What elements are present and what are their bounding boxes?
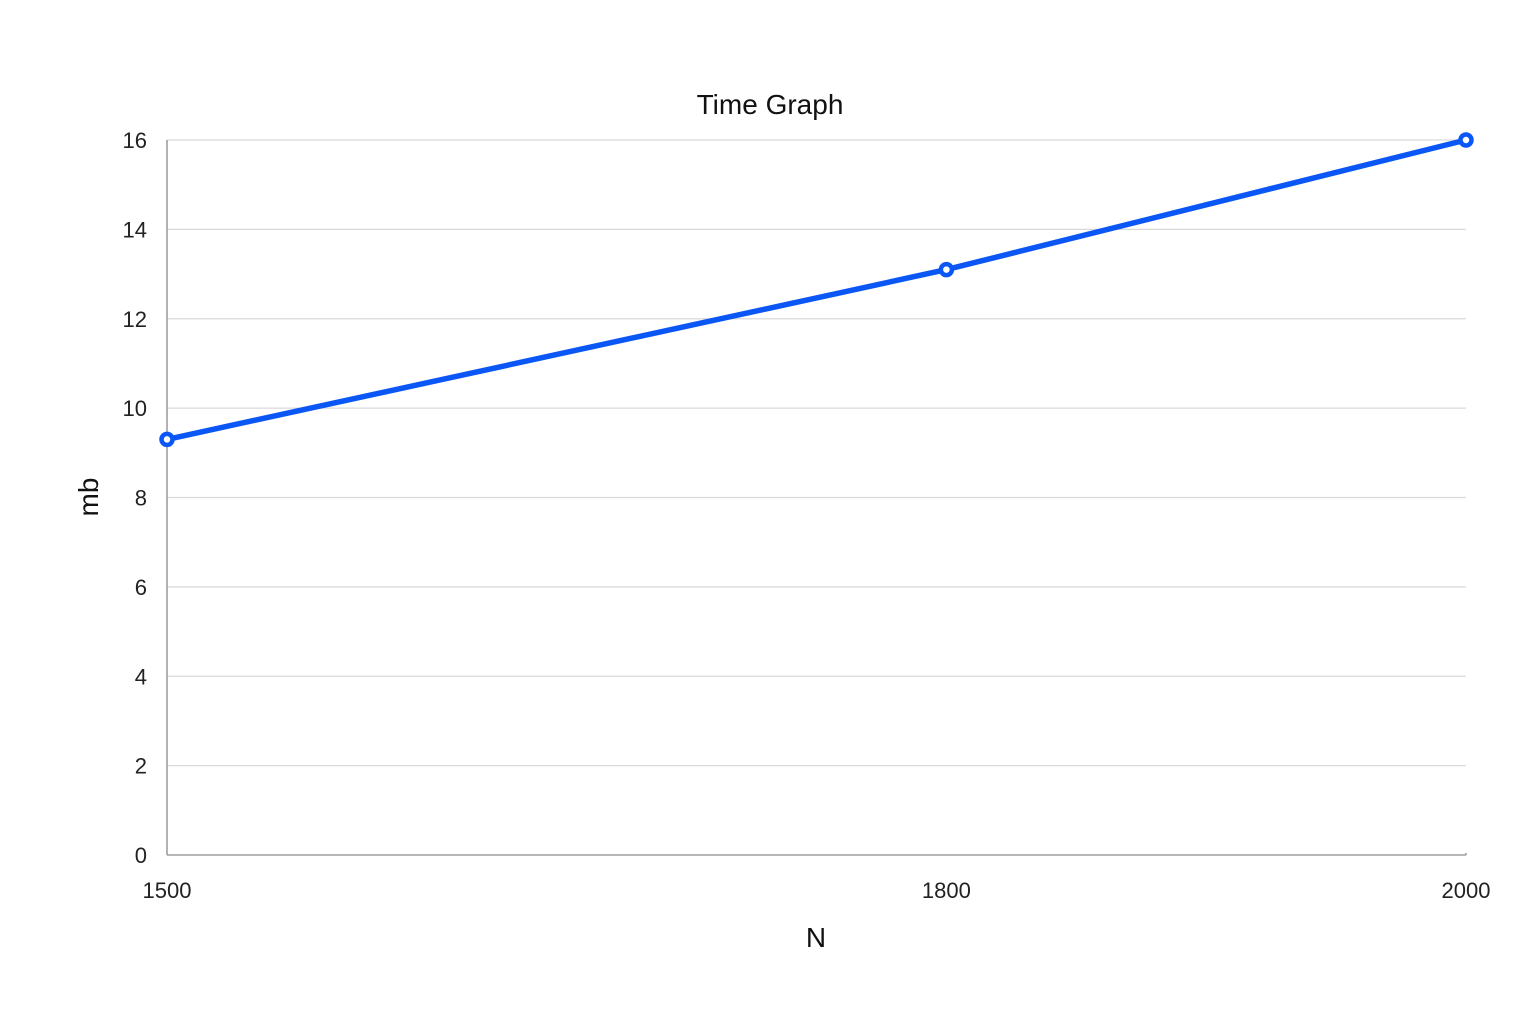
tick-labels: 0 2 4 6 8 10 12 14 16 1500 1800 2000 xyxy=(123,128,1491,903)
x-tick-label: 1500 xyxy=(143,878,192,903)
y-tick-label: 10 xyxy=(123,396,147,421)
series-line xyxy=(164,137,1469,443)
y-tick-label: 14 xyxy=(123,217,147,242)
data-point xyxy=(1458,132,1474,148)
y-tick-label: 16 xyxy=(123,128,147,153)
y-tick-label: 2 xyxy=(135,754,147,779)
y-axis-title: mb xyxy=(73,478,104,517)
y-tick-label: 4 xyxy=(135,664,147,689)
data-point xyxy=(159,431,175,448)
x-tick-label: 2000 xyxy=(1442,878,1491,903)
y-tick-label: 12 xyxy=(123,307,147,332)
chart-title: Time Graph xyxy=(697,89,844,120)
y-tick-label: 8 xyxy=(135,486,147,511)
axis-layer xyxy=(166,140,1467,856)
x-axis-title: N xyxy=(806,922,826,953)
y-tick-label: 0 xyxy=(135,843,147,868)
y-tick-label: 6 xyxy=(135,575,147,600)
series-layer xyxy=(159,132,1474,448)
grid-layer xyxy=(167,139,1466,767)
x-tick-label: 1800 xyxy=(922,878,971,903)
data-point xyxy=(938,261,955,278)
